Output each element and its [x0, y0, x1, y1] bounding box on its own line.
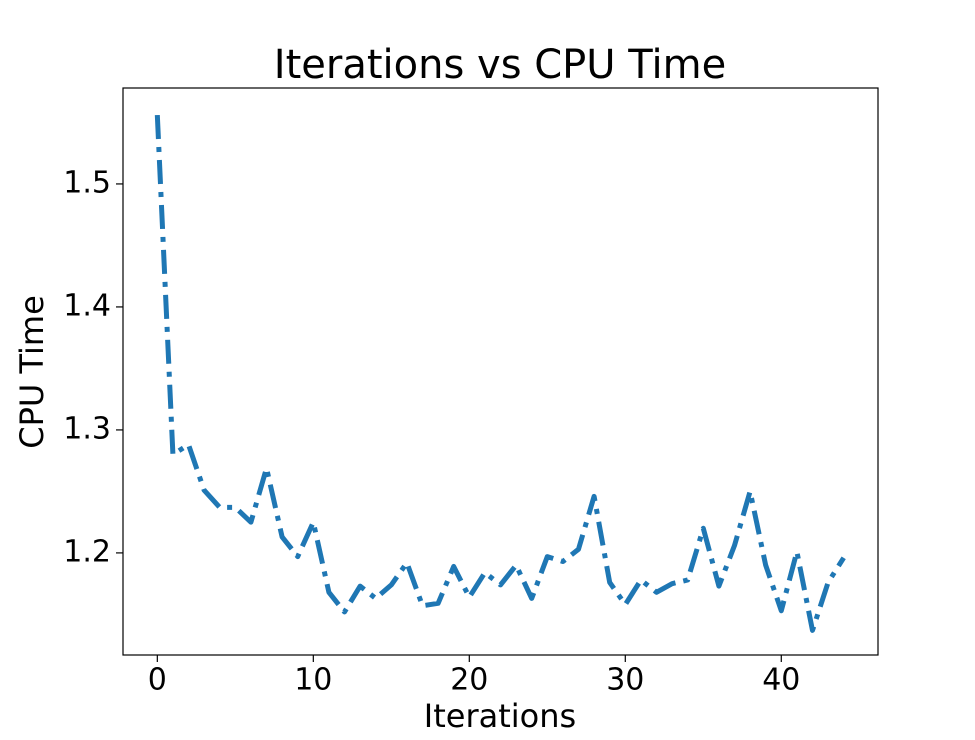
chart-title: Iterations vs CPU Time	[274, 42, 726, 88]
x-axis-label: Iterations	[424, 697, 576, 735]
x-tick-label: 30	[606, 663, 644, 698]
y-axis-label: CPU Time	[13, 295, 51, 449]
x-tick-label: 10	[294, 663, 332, 698]
y-tick-label: 1.2	[63, 534, 111, 569]
plot-frame	[122, 87, 879, 656]
x-tick-label: 20	[450, 663, 488, 698]
y-tick-label: 1.4	[63, 288, 111, 323]
data-line	[154, 114, 846, 633]
y-tick-label: 1.3	[63, 411, 111, 446]
y-tick-label: 1.5	[63, 165, 111, 200]
x-tick-label: 40	[762, 663, 800, 698]
x-tick-label: 0	[148, 663, 167, 698]
